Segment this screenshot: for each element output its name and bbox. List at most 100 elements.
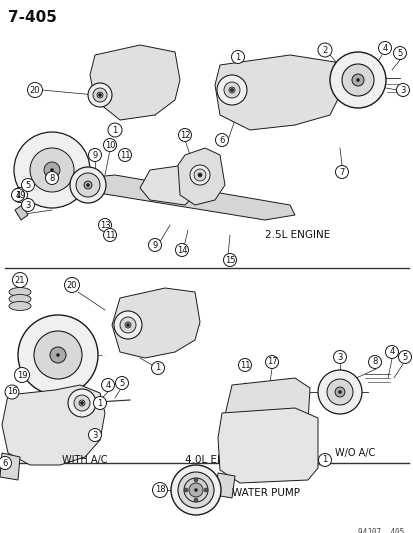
Text: 20: 20: [30, 85, 40, 94]
Circle shape: [183, 478, 207, 502]
Circle shape: [14, 367, 29, 383]
Circle shape: [97, 92, 103, 98]
Circle shape: [115, 376, 128, 390]
Text: 13: 13: [100, 221, 110, 230]
Text: 5: 5: [119, 378, 124, 387]
Text: 4.0L ENGINE: 4.0L ENGINE: [185, 455, 249, 465]
Circle shape: [194, 489, 197, 491]
Text: 15: 15: [224, 255, 235, 264]
Text: W/O A/C: W/O A/C: [334, 448, 374, 458]
Circle shape: [93, 88, 107, 102]
Circle shape: [34, 331, 82, 379]
Circle shape: [27, 83, 43, 98]
Circle shape: [318, 454, 331, 466]
Circle shape: [377, 42, 391, 54]
Polygon shape: [218, 408, 317, 483]
Polygon shape: [214, 55, 339, 130]
Circle shape: [228, 87, 235, 93]
Circle shape: [392, 46, 406, 60]
Polygon shape: [224, 378, 309, 430]
Polygon shape: [214, 473, 235, 498]
Circle shape: [50, 347, 66, 363]
Circle shape: [341, 64, 373, 96]
Text: 2.5L ENGINE: 2.5L ENGINE: [264, 230, 330, 240]
Circle shape: [84, 181, 92, 189]
Text: 3: 3: [25, 200, 31, 209]
Circle shape: [338, 391, 341, 393]
Circle shape: [175, 244, 188, 256]
Polygon shape: [15, 205, 28, 220]
Circle shape: [356, 78, 358, 82]
Circle shape: [223, 254, 236, 266]
Circle shape: [64, 278, 79, 293]
Text: 94J07  405: 94J07 405: [357, 528, 403, 533]
Text: 1: 1: [97, 399, 102, 408]
Circle shape: [230, 88, 233, 92]
Circle shape: [98, 219, 111, 231]
Text: 9: 9: [92, 150, 97, 159]
Text: 12: 12: [179, 131, 190, 140]
Circle shape: [50, 168, 53, 172]
Polygon shape: [2, 385, 105, 465]
Text: 8: 8: [371, 358, 377, 367]
Text: 6: 6: [219, 135, 224, 144]
Circle shape: [151, 361, 164, 375]
Circle shape: [125, 322, 131, 328]
Polygon shape: [80, 175, 294, 220]
Circle shape: [216, 75, 247, 105]
Circle shape: [5, 385, 19, 399]
Circle shape: [171, 465, 221, 515]
Circle shape: [265, 356, 278, 368]
Text: 4: 4: [382, 44, 387, 52]
Text: WITH A/C: WITH A/C: [62, 455, 107, 465]
Circle shape: [76, 173, 100, 197]
Text: 4: 4: [105, 381, 110, 390]
Polygon shape: [90, 45, 180, 120]
Circle shape: [333, 351, 346, 364]
Text: 7: 7: [339, 167, 344, 176]
Polygon shape: [178, 148, 224, 205]
Circle shape: [44, 162, 60, 178]
Text: 11: 11: [239, 360, 249, 369]
Text: 3: 3: [92, 431, 97, 440]
Ellipse shape: [9, 287, 31, 296]
Circle shape: [101, 378, 114, 392]
Text: 11: 11: [119, 150, 130, 159]
Circle shape: [148, 238, 161, 252]
Circle shape: [12, 188, 27, 203]
Circle shape: [204, 488, 207, 492]
Circle shape: [21, 179, 34, 191]
Circle shape: [194, 498, 197, 502]
Polygon shape: [0, 453, 20, 480]
Circle shape: [329, 52, 385, 108]
Circle shape: [351, 74, 363, 86]
Text: 4: 4: [15, 190, 21, 199]
Text: 14: 14: [176, 246, 187, 254]
Circle shape: [223, 82, 240, 98]
Circle shape: [88, 429, 101, 441]
Ellipse shape: [9, 302, 31, 311]
Text: 17: 17: [266, 358, 277, 367]
Polygon shape: [112, 288, 199, 358]
Circle shape: [178, 128, 191, 141]
Circle shape: [56, 353, 59, 357]
Circle shape: [238, 359, 251, 372]
Circle shape: [30, 148, 74, 192]
Text: 20: 20: [66, 280, 77, 289]
Text: 7-405: 7-405: [8, 10, 57, 25]
Circle shape: [118, 149, 131, 161]
Text: 1: 1: [155, 364, 160, 373]
Text: 2: 2: [322, 45, 327, 54]
Circle shape: [368, 356, 380, 368]
Circle shape: [18, 315, 98, 395]
Text: 19: 19: [15, 190, 25, 199]
Circle shape: [88, 83, 112, 107]
Circle shape: [114, 311, 142, 339]
Text: 5: 5: [25, 181, 31, 190]
Text: 5: 5: [401, 352, 407, 361]
Polygon shape: [140, 165, 195, 205]
Circle shape: [317, 43, 331, 57]
Circle shape: [98, 93, 101, 96]
Circle shape: [86, 183, 89, 187]
Circle shape: [183, 488, 188, 492]
